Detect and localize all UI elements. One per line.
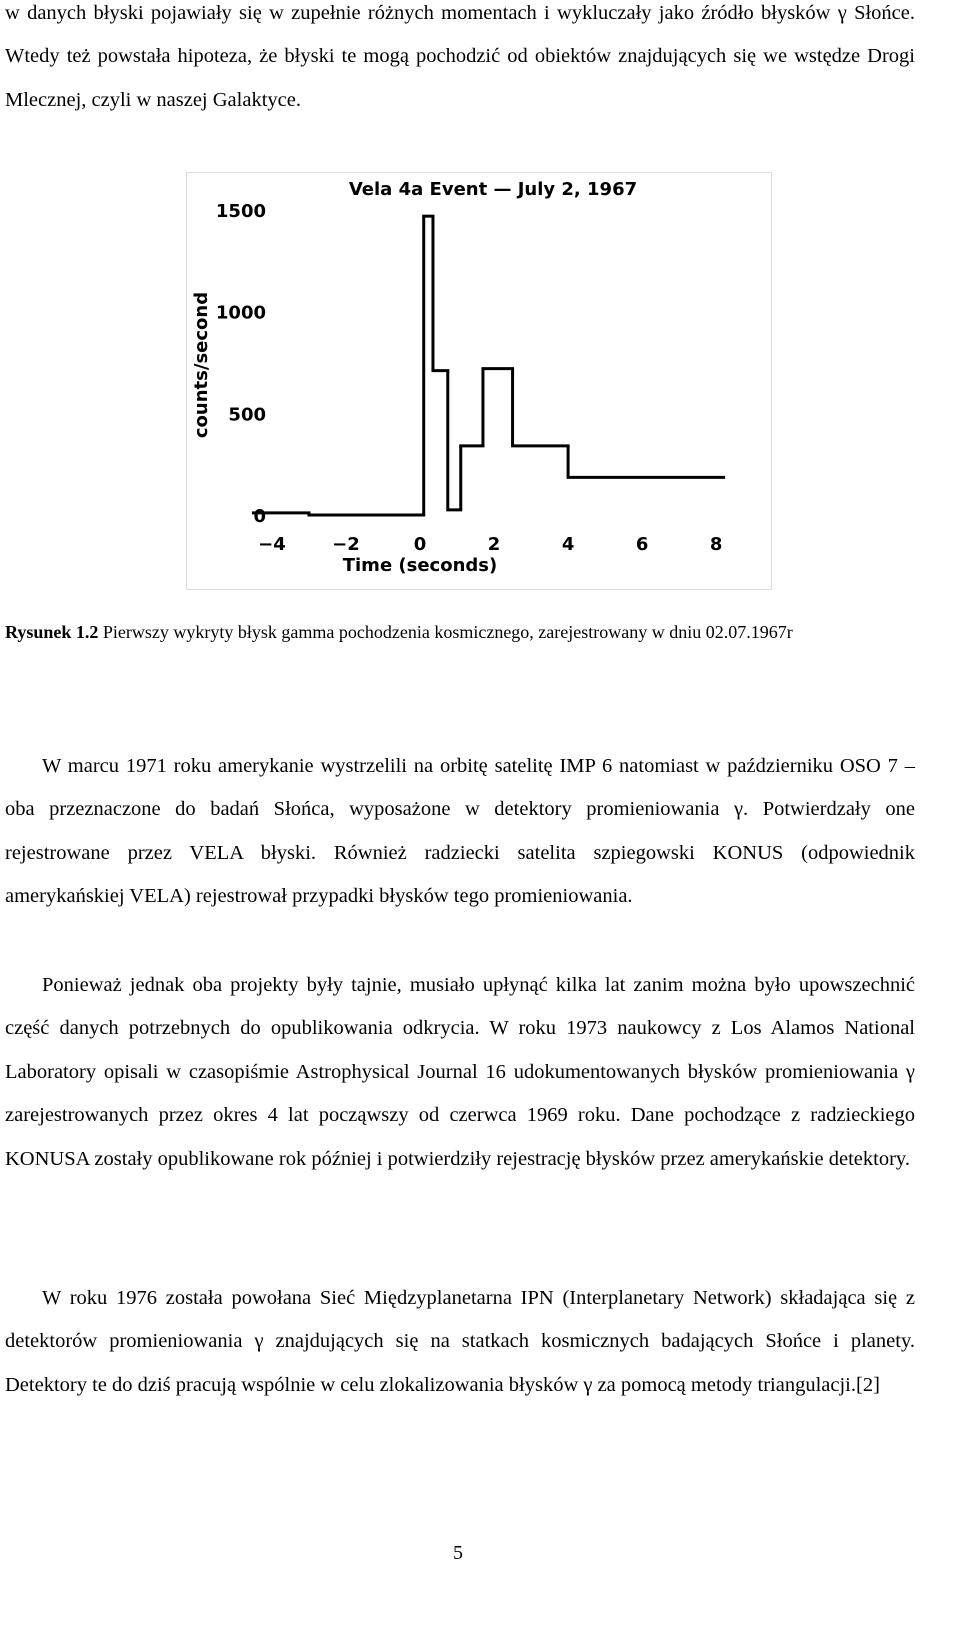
x-tick-label: 6: [636, 534, 649, 555]
x-tick-label: 2: [488, 534, 501, 555]
x-tick-label: 4: [562, 534, 575, 555]
y-tick-label: 500: [228, 404, 266, 425]
x-axis-label: Time (seconds): [343, 555, 498, 576]
paragraph: W marcu 1971 roku amerykanie wystrzelili…: [5, 755, 915, 908]
x-tick-label: −2: [332, 534, 360, 555]
figure-frame: [186, 172, 772, 590]
paragraph: w danych błyski pojawiały się w zupełnie…: [5, 2, 915, 111]
y-axis-label: counts/second: [191, 292, 212, 438]
chart-title: Vela 4a Event — July 2, 1967: [349, 179, 637, 200]
paragraph: W roku 1976 została powołana Sieć Między…: [5, 1287, 915, 1396]
page-number: 5: [453, 1542, 463, 1564]
y-tick-label: 1500: [216, 201, 266, 222]
paragraph: Ponieważ jednak oba projekty były tajnie…: [5, 974, 915, 1170]
figure: Vela 4a Event — July 2, 1967 Time (secon…: [186, 172, 772, 590]
x-tick-label: 8: [710, 534, 723, 555]
y-tick-label: 0: [253, 506, 266, 527]
y-tick-label: 1000: [216, 303, 266, 324]
x-tick-label: 0: [414, 534, 427, 555]
figure-caption: Rysunek 1.2 Pierwszy wykryty błysk gamma…: [5, 612, 915, 652]
x-tick-label: −4: [258, 534, 286, 555]
caption-text: Pierwszy wykryty błysk gamma pochodzenia…: [102, 622, 793, 642]
caption-label: Rysunek 1.2: [5, 622, 99, 642]
